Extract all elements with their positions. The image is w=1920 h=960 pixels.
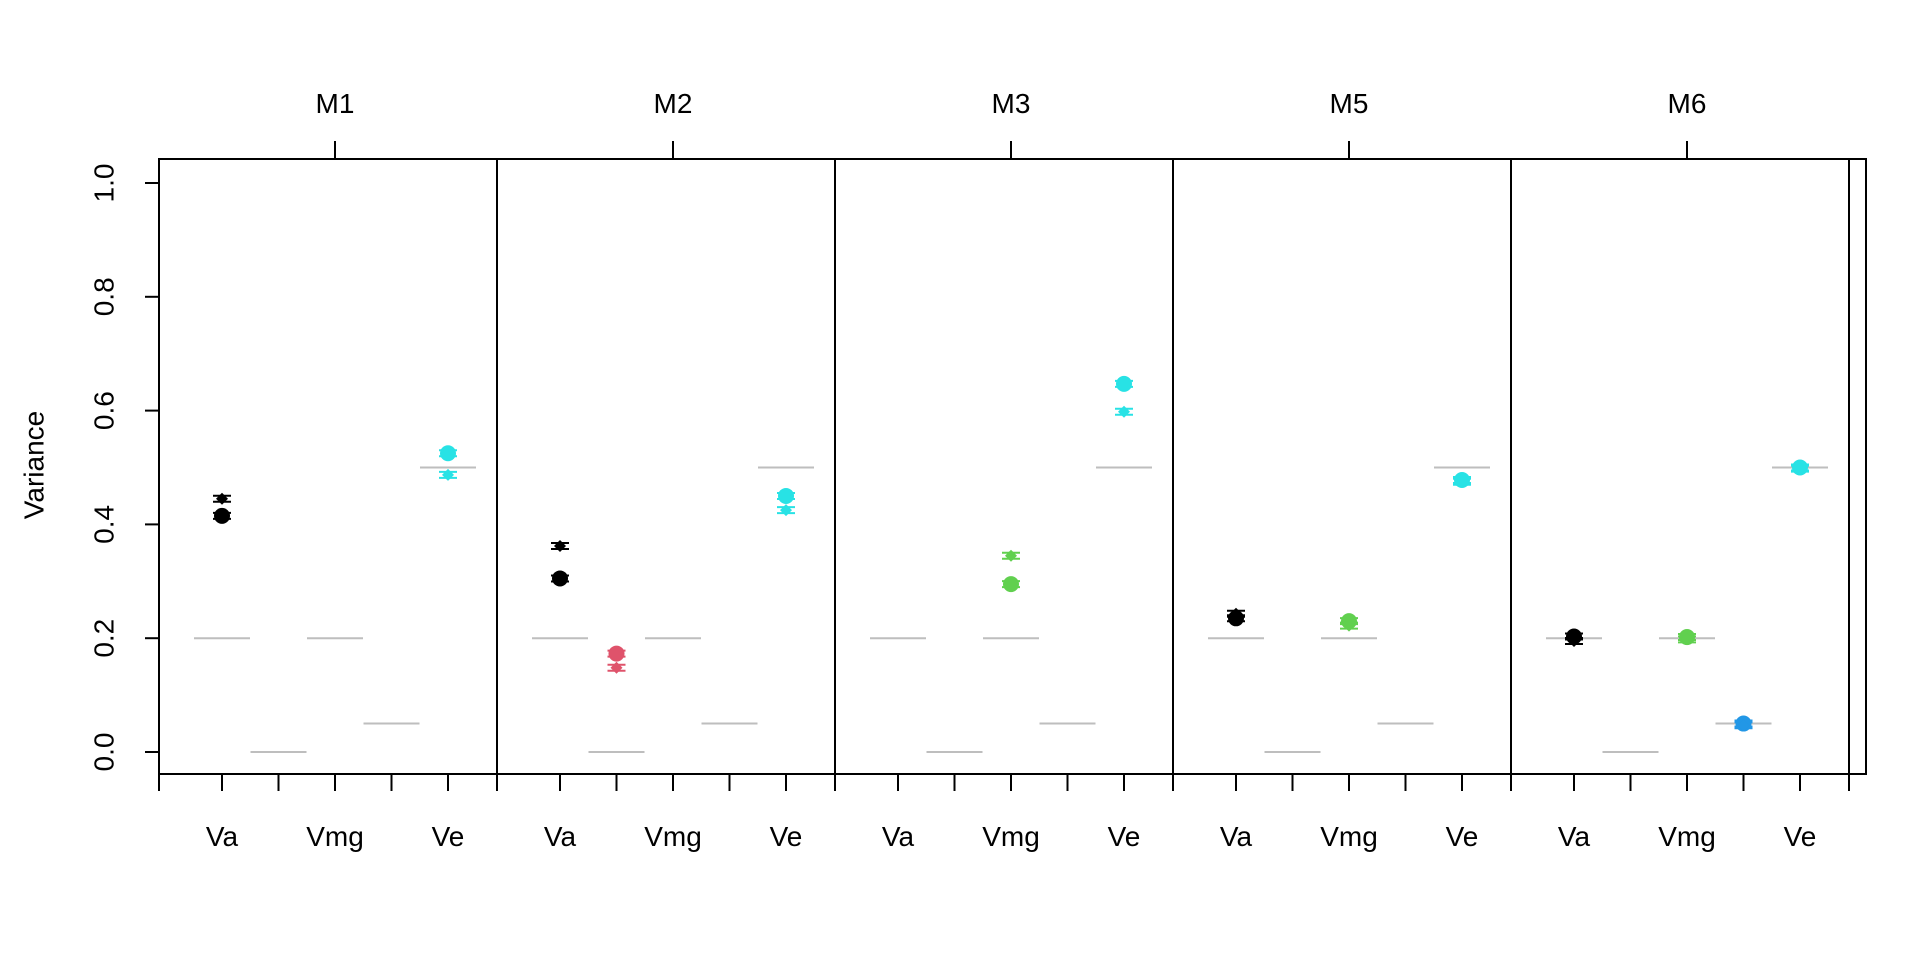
- data-point-diamond: [1118, 405, 1130, 418]
- panel-title: M6: [1668, 88, 1707, 119]
- data-point-circle: [778, 487, 794, 504]
- x-tick-label: Vmg: [306, 821, 364, 852]
- data-point-circle: [1116, 375, 1132, 392]
- data-point-diamond: [216, 492, 228, 505]
- data-point-circle: [214, 507, 230, 524]
- x-tick-label: Vmg: [644, 821, 702, 852]
- y-tick-label: 0.2: [89, 619, 120, 658]
- x-tick-label: Vmg: [1320, 821, 1378, 852]
- x-tick-label: Va: [544, 821, 577, 852]
- data-point-diamond: [1794, 462, 1806, 475]
- data-point-diamond: [780, 504, 792, 517]
- y-tick-label: 0.0: [89, 733, 120, 772]
- x-tick-label: Ve: [1108, 821, 1141, 852]
- x-tick-label: Va: [1558, 821, 1591, 852]
- y-tick-label: 1.0: [89, 164, 120, 203]
- panel-title: M5: [1330, 88, 1369, 119]
- data-point-circle: [552, 570, 568, 587]
- plot-frame: [158, 158, 1867, 775]
- plot-area: 0.0 0.2 0.4 0.6 0.8 1.0 M1 Va Vmg Ve M2 Va Vmg Ve M3 Va…: [89, 88, 1867, 852]
- data-point-diamond: [1681, 633, 1693, 646]
- x-tick-label: Va: [206, 821, 239, 852]
- x-tick-label: Vmg: [982, 821, 1040, 852]
- y-tick-label: 0.4: [89, 505, 120, 544]
- data-point-diamond: [1343, 619, 1355, 632]
- data-point-diamond: [554, 540, 566, 553]
- data-point-diamond: [442, 468, 454, 481]
- data-point-diamond: [1737, 719, 1750, 732]
- data-point-circle: [608, 645, 625, 662]
- x-tick-label: Ve: [432, 821, 465, 852]
- y-axis-label: Variance: [19, 411, 50, 519]
- panel-title: M2: [654, 88, 693, 119]
- panel-title: M3: [992, 88, 1031, 119]
- x-tick-label: Ve: [1784, 821, 1817, 852]
- x-tick-label: Va: [1220, 821, 1253, 852]
- data-point-diamond: [1230, 607, 1242, 620]
- data-point-circle: [440, 445, 456, 462]
- x-tick-label: Vmg: [1658, 821, 1716, 852]
- data-point-diamond: [610, 661, 623, 674]
- y-tick-label: 0.8: [89, 277, 120, 316]
- data-point-diamond: [1005, 549, 1017, 562]
- y-tick-label: 0.6: [89, 391, 120, 430]
- x-tick-label: Ve: [1446, 821, 1479, 852]
- x-tick-label: Ve: [770, 821, 803, 852]
- x-tick-label: Va: [882, 821, 915, 852]
- data-point-circle: [1003, 576, 1019, 593]
- data-point-diamond: [1568, 635, 1580, 648]
- panel-title: M1: [316, 88, 355, 119]
- data-point-diamond: [1456, 475, 1468, 488]
